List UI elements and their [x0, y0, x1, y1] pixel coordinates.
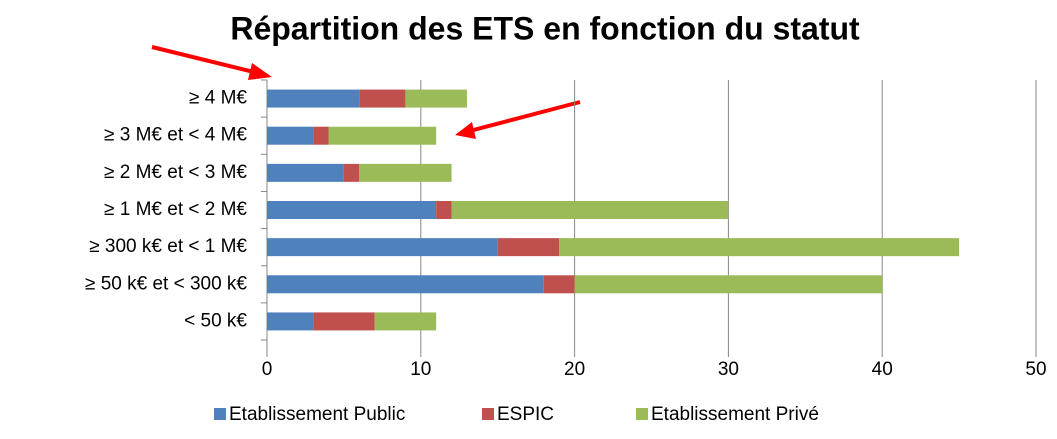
legend-swatch [636, 408, 648, 420]
bar-segment [343, 163, 360, 182]
bar-segment [267, 275, 544, 294]
bar-segment [313, 126, 329, 145]
x-tick-label: 50 [1025, 359, 1046, 380]
bar-segment [359, 89, 406, 108]
bar-segment [267, 312, 314, 331]
bar-segment [313, 312, 375, 331]
x-tick-label: 10 [410, 359, 431, 380]
x-tick-label: 30 [718, 359, 739, 380]
bar-segment [559, 238, 960, 257]
x-tick-label: 40 [872, 359, 893, 380]
bar-segment [267, 163, 344, 182]
legend-swatch [482, 408, 494, 420]
bar-segment [267, 89, 360, 108]
y-tick-label: ≥ 2 M€ et < 3 M€ [104, 162, 247, 183]
arrow-head [455, 122, 476, 139]
chart-title: Répartition des ETS en fonction du statu… [230, 10, 860, 46]
arrow [151, 45, 263, 76]
bar-segment [543, 275, 575, 294]
bar-segment [497, 238, 560, 257]
bar-segment [267, 126, 314, 145]
bar-segment [451, 201, 729, 219]
bar-segment [328, 126, 437, 145]
bar-segment [267, 201, 437, 219]
legend-swatch [214, 408, 226, 420]
bar-segment [405, 89, 467, 108]
bar-segment [374, 312, 437, 331]
bar-segment [574, 275, 883, 294]
y-tick-label: ≥ 50 k€ et < 300 k€ [85, 273, 247, 294]
bar-segment [436, 201, 452, 219]
bar-segment [359, 163, 452, 182]
x-tick-label: 20 [564, 359, 585, 380]
annotation-arrows [151, 45, 581, 139]
legend-label: ESPIC [497, 404, 554, 425]
arrow [465, 100, 581, 134]
y-tick-label: ≥ 4 M€ [189, 88, 247, 109]
y-tick-label: < 50 k€ [184, 310, 247, 331]
y-tick-label: ≥ 300 k€ et < 1 M€ [89, 236, 247, 257]
legend-label: Etablissement Public [229, 404, 405, 425]
x-tick-label: 0 [262, 359, 273, 380]
y-tick-label: ≥ 1 M€ et < 2 M€ [104, 199, 247, 220]
legend-label: Etablissement Privé [651, 404, 819, 425]
y-tick-label: ≥ 3 M€ et < 4 M€ [104, 125, 247, 146]
bar-segment [267, 238, 498, 257]
arrow-head [248, 63, 272, 80]
